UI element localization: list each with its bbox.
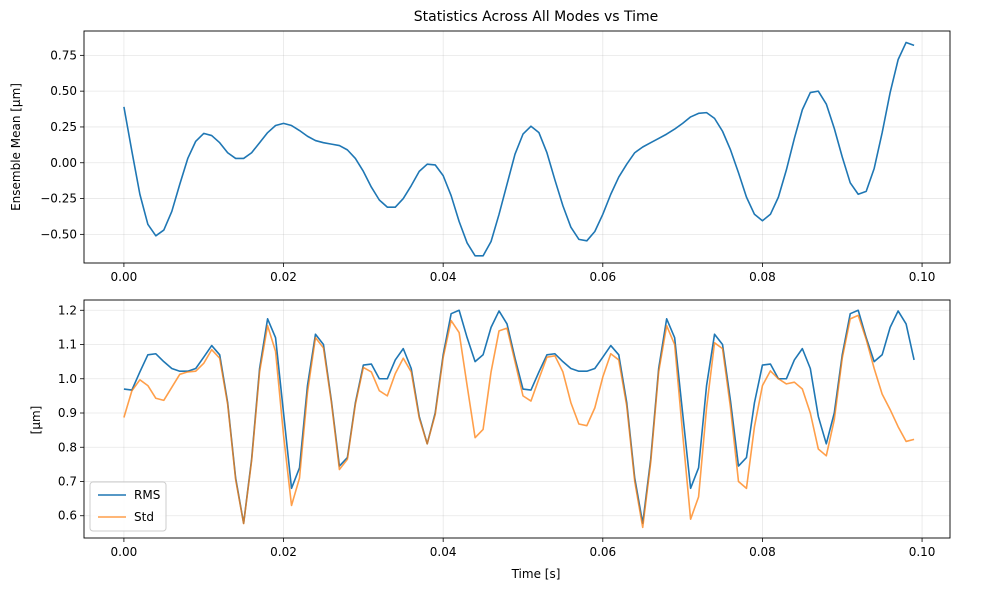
top-y-tick-label: −0.25 [40, 192, 77, 206]
bottom-y-tick-label: 0.7 [58, 474, 77, 488]
top-x-tick-label: 0.02 [270, 270, 297, 284]
top-y-tick-label: 0.75 [50, 48, 77, 62]
top-y-tick-label: −0.50 [40, 227, 77, 241]
bottom-axes-frame [83, 299, 951, 539]
top-axes-frame [83, 30, 951, 264]
bottom-x-axis-label: Time [s] [511, 567, 561, 581]
bottom-x-tick-label: 0.08 [749, 545, 776, 559]
top-grid [84, 31, 950, 263]
bottom-grid [84, 300, 950, 538]
bottom-y-tick-label: 0.9 [58, 406, 77, 420]
bottom-x-tick-label: 0.06 [589, 545, 616, 559]
bottom-x-tick-label: 0.04 [430, 545, 457, 559]
top-x-tick-label: 0.08 [749, 270, 776, 284]
bottom-y-axis-label: [µm] [29, 406, 43, 435]
bottom-subplot: Time [s] [µm] 0.00 0.02 0.04 0.06 0.08 0.100.… [29, 299, 951, 581]
top-x-tick-label: 0.04 [430, 270, 457, 284]
top-y-tick-label: 0.50 [50, 84, 77, 98]
top-subplot: Statistics Across All Modes vs Time Ense… [9, 9, 951, 284]
top-x-tick-label: 0.06 [589, 270, 616, 284]
bottom-series-lines [123, 309, 915, 529]
top-ticks: 0.00 0.02 0.04 0.06 0.08 0.10 −0.50 −0.25 0.00 0.… [40, 48, 935, 284]
top-y-tick-label: 0.00 [50, 156, 77, 170]
top-x-tick-label: 0.10 [909, 270, 936, 284]
legend: RMS Std [89, 481, 167, 532]
legend-rms-label: RMS [134, 488, 160, 502]
bottom-y-tick-label: 0.8 [58, 440, 77, 454]
bottom-y-tick-label: 1.0 [58, 372, 77, 386]
bottom-ticks: 0.00 0.02 0.04 0.06 0.08 0.10 0.6 0.7 0.8 0.9 1.0 1… [58, 303, 936, 559]
top-chart-title: Statistics Across All Modes vs Time [414, 9, 659, 25]
top-y-tick-label: 0.25 [50, 120, 77, 134]
top-x-tick-label: 0.00 [111, 270, 138, 284]
bottom-x-tick-label: 0.00 [111, 545, 138, 559]
bottom-y-tick-label: 1.1 [58, 338, 77, 352]
top-series-lines [123, 41, 915, 257]
top-series-line-mean [123, 41, 915, 257]
bottom-x-tick-label: 0.02 [270, 545, 297, 559]
legend-std-label: Std [134, 510, 154, 524]
bottom-series-line-std [123, 314, 915, 529]
bottom-x-tick-label: 0.10 [909, 545, 936, 559]
top-y-axis-label: Ensemble Mean [µm] [9, 83, 23, 211]
bottom-y-tick-label: 0.6 [58, 509, 77, 523]
bottom-y-tick-label: 1.2 [58, 303, 77, 317]
